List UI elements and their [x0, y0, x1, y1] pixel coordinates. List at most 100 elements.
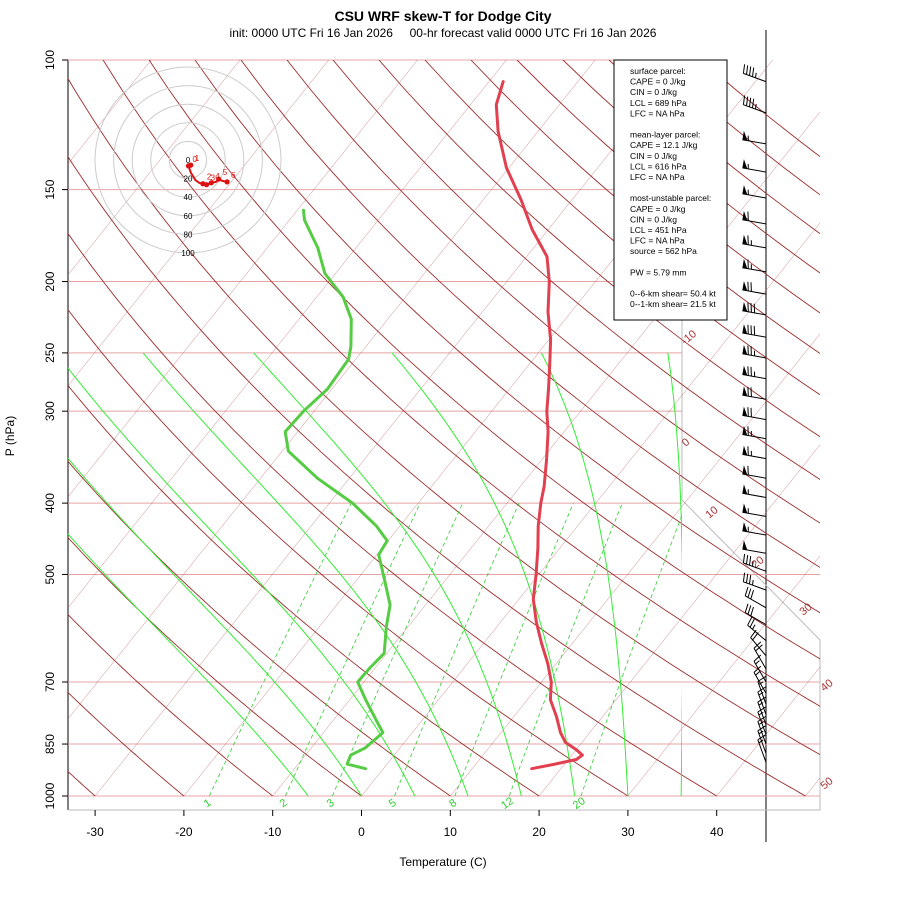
pressure-gridlines — [68, 59, 820, 797]
hodograph-ring-label: 20 — [184, 175, 193, 184]
moist-adiabat-group — [68, 352, 682, 796]
wind-barb-half-flag — [758, 691, 764, 696]
wind-barb-shaft — [753, 660, 767, 683]
wind-barb-pennant — [742, 425, 748, 436]
wind-barb — [744, 603, 767, 626]
info-box-line: most-unstable parcel: — [630, 193, 711, 203]
wind-barb — [742, 425, 767, 440]
temperature-tick-label: 30 — [621, 825, 635, 839]
pressure-tick-label: 400 — [43, 493, 57, 513]
mixing-ratio-label: 5 — [387, 797, 399, 810]
wind-barb — [742, 281, 767, 295]
moist-adiabat-line — [253, 352, 522, 796]
pressure-tick-label: 500 — [43, 564, 57, 584]
chart-title: CSU WRF skew-T for Dodge City — [334, 8, 551, 24]
mixing-ratio-label: 1 — [202, 797, 214, 810]
hodograph-point — [188, 162, 194, 168]
wind-barb-pennant — [742, 522, 748, 532]
wind-barb — [757, 725, 767, 754]
wind-barb-flag — [746, 65, 749, 75]
wind-barb — [742, 185, 767, 199]
temperature-tick-label: -30 — [86, 825, 104, 839]
dry-adiabat-line — [424, 60, 820, 396]
wind-barb — [742, 324, 767, 338]
wind-barb-pennant — [742, 386, 748, 396]
temperature-tick-label: 40 — [710, 825, 724, 839]
dry-adiabat-line — [700, 60, 820, 158]
mixing-ratio-line — [331, 502, 464, 796]
wind-barb-pennant — [742, 234, 748, 245]
wind-barb-half-flag — [755, 72, 757, 78]
wind-barb-flag — [747, 605, 752, 615]
wind-barb-flag — [742, 95, 746, 105]
wind-barb-pennant — [742, 465, 748, 475]
dry-adiabat-line — [470, 60, 820, 355]
dry-adiabat-line — [68, 232, 717, 797]
hodograph-ring-label: 80 — [184, 230, 193, 239]
dry-adiabat-line — [68, 77, 820, 756]
pressure-tick-label: 700 — [43, 672, 57, 692]
wind-barb-flag — [747, 616, 753, 626]
hodograph-ring — [94, 66, 282, 254]
wind-barb — [742, 210, 767, 225]
info-box-line: CIN = 0 J/kg — [630, 87, 677, 97]
wind-barb-flag — [750, 606, 754, 616]
wind-barb-flag — [750, 590, 754, 600]
info-box-line: LCL = 689 hPa — [630, 98, 687, 108]
wind-barb-flag — [757, 716, 766, 722]
hodograph-height-label: 6 — [231, 171, 236, 180]
hodograph-ring — [168, 140, 208, 180]
wind-barb-half-flag — [758, 739, 764, 744]
moist-adiabat-lines — [68, 352, 682, 796]
dry-adiabat-line — [68, 308, 629, 797]
wind-barb-flag — [749, 574, 752, 585]
wind-barb-shaft — [743, 581, 767, 591]
moist-adiabat-line — [540, 352, 629, 796]
wind-barb — [742, 406, 767, 421]
dry-adiabat-line — [68, 613, 273, 797]
temperature-profile — [494, 80, 584, 771]
wind-barb — [742, 465, 767, 479]
mixing-ratio-label: 8 — [447, 797, 459, 810]
wind-barb-flag — [757, 725, 766, 732]
wind-barb-half-flag — [752, 624, 756, 630]
mixing-ratio-label: 3 — [325, 797, 337, 810]
isotherm-line — [538, 444, 820, 797]
info-box-line: mean-layer parcel: — [630, 130, 700, 140]
wind-barb-flag — [752, 632, 759, 641]
wind-barb-shaft — [757, 721, 767, 745]
wind-barb — [742, 522, 767, 536]
dry-adiabat-line — [102, 60, 820, 707]
mixing-ratio-label: 2 — [278, 797, 290, 810]
hodograph-point — [224, 179, 230, 185]
mixing-ratio-line — [394, 502, 520, 796]
wind-barb-flag — [753, 665, 762, 673]
wind-barb-flag — [752, 67, 755, 77]
wind-barb-flag — [749, 556, 752, 566]
wind-barb — [742, 540, 767, 554]
wind-barb-half-flag — [758, 681, 764, 685]
dry-adiabat-line — [68, 460, 451, 797]
wind-barb — [750, 629, 767, 657]
info-box-line: CIN = 0 J/kg — [630, 151, 677, 161]
isotherm-line — [68, 60, 329, 387]
wind-barb — [757, 716, 767, 745]
wind-barb-shaft — [744, 612, 767, 626]
wind-barb-pennant — [742, 406, 748, 417]
wind-barb-shaft — [753, 647, 767, 670]
isotherm-line — [361, 222, 820, 797]
moist-adiabat-line — [391, 352, 576, 796]
dry-adiabat-line — [286, 60, 820, 524]
wind-barb-flag — [753, 654, 762, 662]
temperature-tick-label: 10 — [444, 825, 458, 839]
wind-barb — [742, 95, 767, 114]
moist-adiabat-line — [68, 457, 362, 796]
wind-barb — [747, 616, 767, 641]
hodograph-ring-label: 100 — [181, 249, 195, 258]
temperature-tick-label: -20 — [175, 825, 193, 839]
wind-barb-shaft — [757, 730, 767, 754]
wind-barb — [742, 234, 767, 249]
info-box-line: LCL = 451 hPa — [630, 225, 687, 235]
wind-barb — [742, 64, 767, 83]
